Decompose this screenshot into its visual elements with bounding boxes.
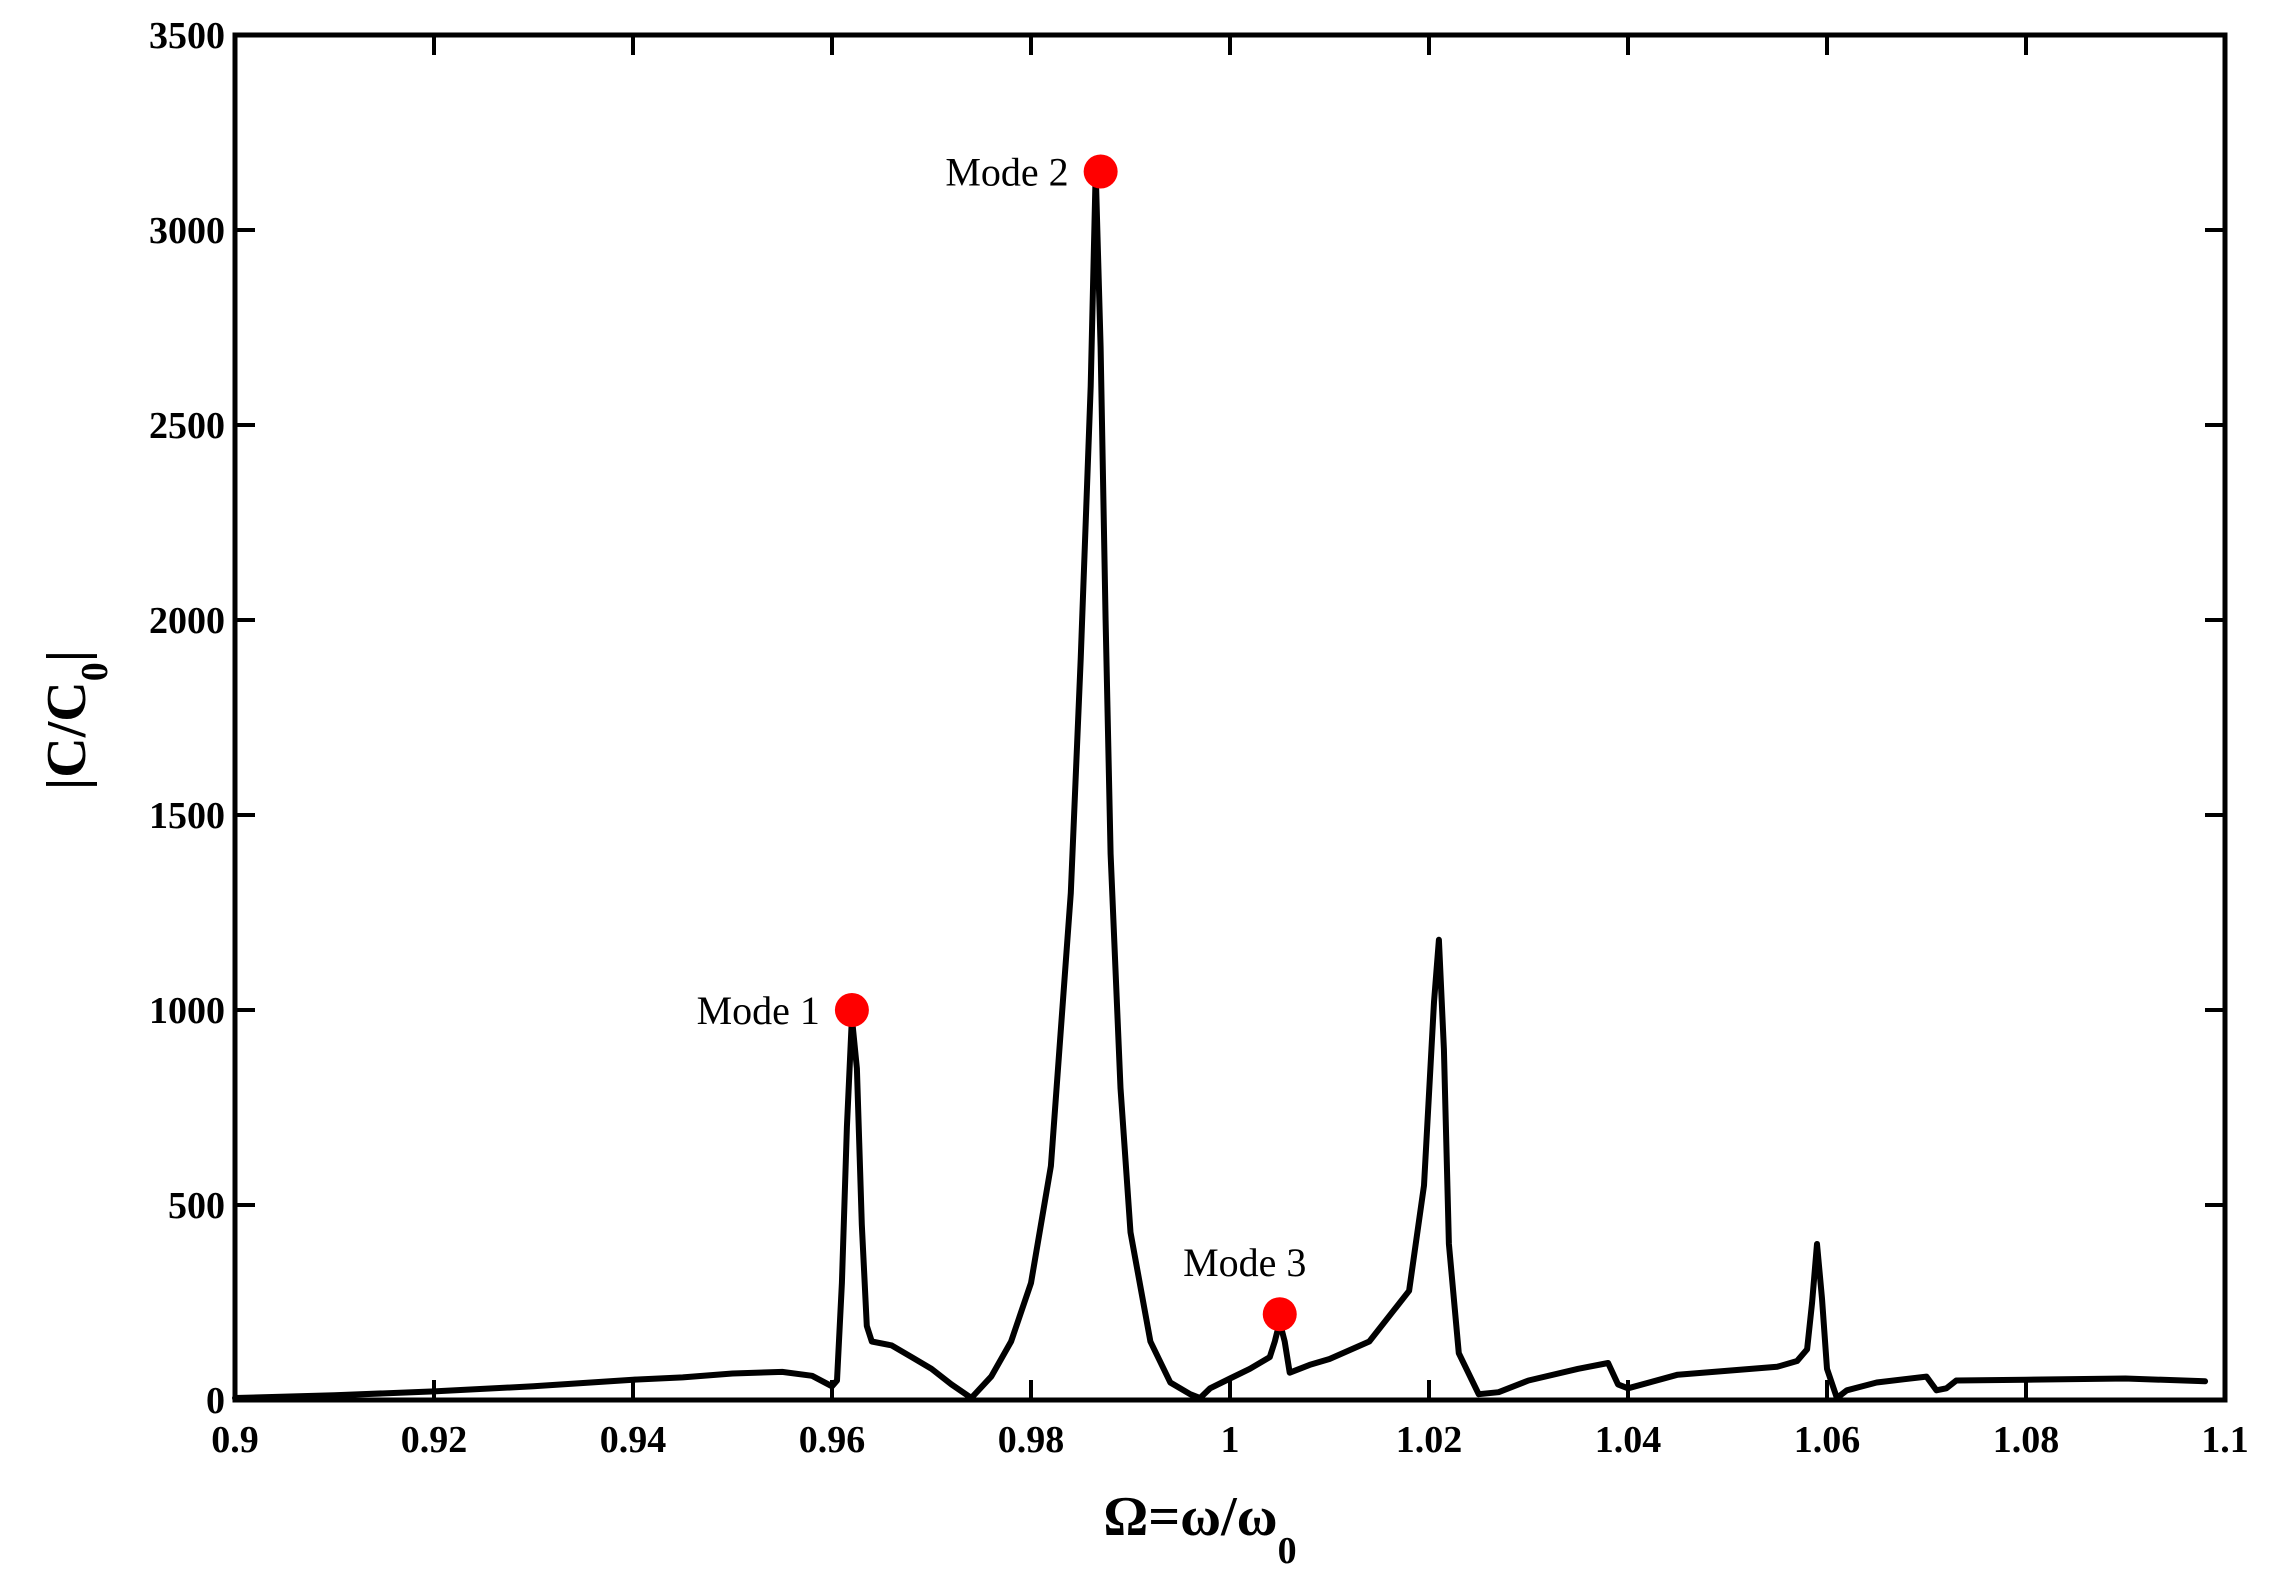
mode-label: Mode 1 xyxy=(697,988,820,1033)
y-axis-title-sub: 0 xyxy=(74,662,116,681)
y-axis-title-end: | xyxy=(36,650,98,662)
x-tick-label: 1 xyxy=(1221,1419,1240,1461)
mode-marker xyxy=(1083,154,1118,189)
x-axis-title-main: Ω=ω/ω xyxy=(1103,1486,1277,1548)
x-tick-label: 0.9 xyxy=(211,1419,259,1461)
x-axis-title: Ω=ω/ω0 xyxy=(1103,1486,1296,1572)
y-axis-title-main: |C/C xyxy=(36,681,98,790)
x-tick-label: 1.02 xyxy=(1396,1419,1463,1461)
mode-marker xyxy=(1262,1297,1297,1332)
x-tick-label: 0.94 xyxy=(600,1419,667,1461)
y-tick-label: 3000 xyxy=(149,210,225,252)
y-axis-title: |C/C0| xyxy=(36,650,116,790)
y-tick-label: 1000 xyxy=(149,990,225,1032)
y-tick-label: 500 xyxy=(168,1185,225,1227)
y-tick-label: 2000 xyxy=(149,600,225,642)
x-tick-label: 0.92 xyxy=(401,1419,468,1461)
x-tick-label: 0.98 xyxy=(998,1419,1065,1461)
mode-label: Mode 3 xyxy=(1183,1240,1306,1285)
plot-area xyxy=(232,32,2228,1403)
x-tick-label: 1.04 xyxy=(1595,1419,1662,1461)
x-tick-label: 1.08 xyxy=(1993,1419,2060,1461)
y-tick-label: 1500 xyxy=(149,795,225,837)
mode-label: Mode 2 xyxy=(945,150,1068,195)
x-tick-label: 1.06 xyxy=(1794,1419,1861,1461)
axis-tick-labels: 0.9 0.92 0.94 0.96 0.98 1 1.02 1.04 1.06 1.08 1.1 0… xyxy=(149,15,2249,1461)
y-tick-label: 0 xyxy=(206,1380,225,1422)
mode-annotations: Mode 1 Mode 2 Mode 3 xyxy=(697,150,1307,1286)
y-tick-label: 3500 xyxy=(149,15,225,57)
mode-markers xyxy=(834,154,1297,1332)
y-tick-label: 2500 xyxy=(149,405,225,447)
x-tick-label: 1.1 xyxy=(2201,1419,2249,1461)
mode-marker xyxy=(834,993,869,1027)
x-axis-title-sub: 0 xyxy=(1278,1530,1297,1572)
x-tick-label: 0.96 xyxy=(799,1419,866,1461)
series-line xyxy=(232,168,2209,1401)
